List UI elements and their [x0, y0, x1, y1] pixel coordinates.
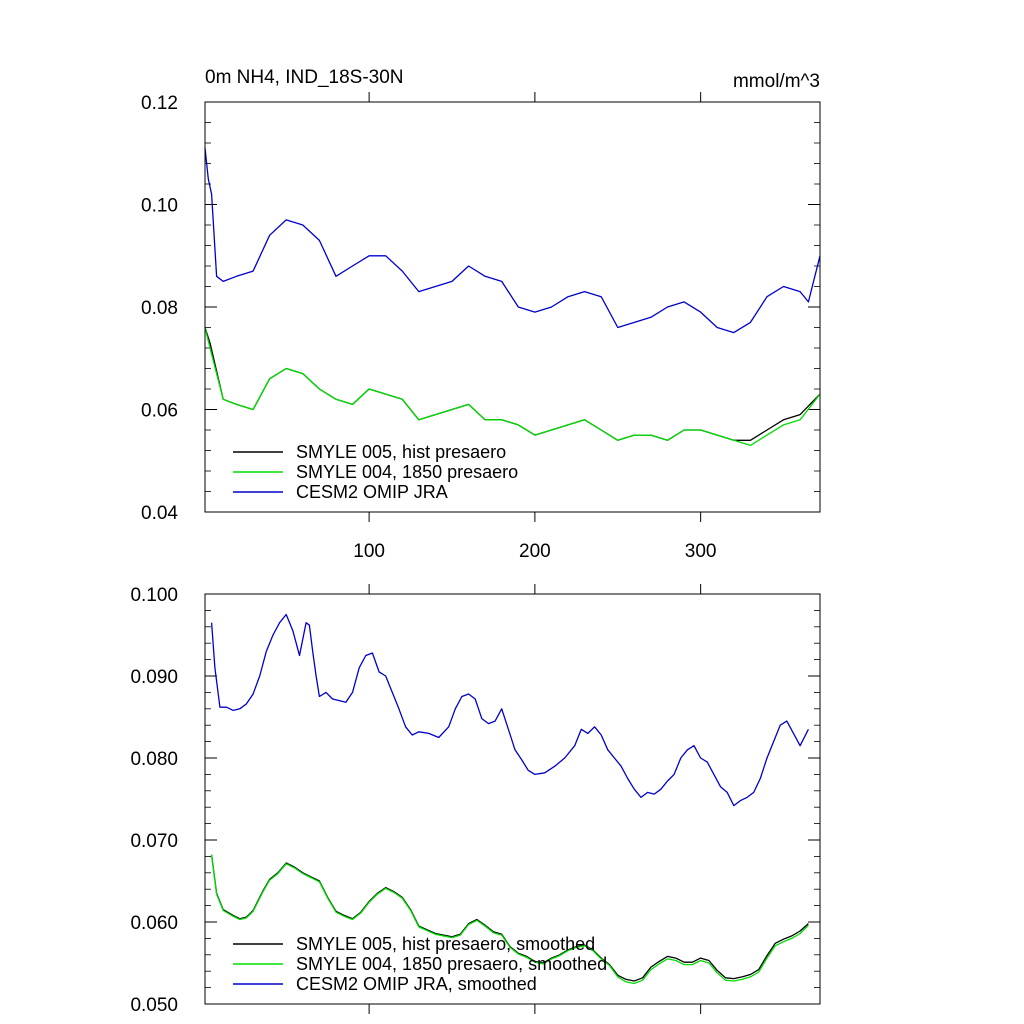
- top-ytick-label: 0.04: [141, 503, 178, 524]
- top-panel-units: mmol/m^3: [733, 71, 820, 92]
- bottom-panel-legend: SMYLE 005, hist presaero, smoothed SMYLE…: [233, 934, 607, 994]
- top-panel-legend: SMYLE 005, hist presaero SMYLE 004, 1850…: [233, 442, 518, 502]
- top-panel-frame: [204, 101, 821, 513]
- legend-label-smyle004: SMYLE 004, 1850 presaero: [296, 462, 518, 482]
- legend-label-smyle004-smoothed: SMYLE 004, 1850 presaero, smoothed: [296, 954, 607, 974]
- bottom-series-cesm2-omip-jra-smoothed: [210, 613, 809, 807]
- top-panel-title: 0m NH4, IND_18S-30N: [205, 67, 404, 88]
- top-xtick-label: 100: [353, 541, 385, 562]
- top-ytick-label: 0.08: [141, 298, 178, 319]
- top-ytick-label: 0.12: [141, 93, 178, 114]
- legend-label-cesm2: CESM2 OMIP JRA: [296, 482, 448, 502]
- bottom-series-smyle-004-1850-presaero-smoothed: [210, 854, 809, 985]
- bottom-panel-series: [210, 613, 809, 985]
- top-xtick-label: 300: [685, 541, 717, 562]
- bottom-panel-ticks: 0.050 0.060 0.070 0.080 0.090 0.100: [130, 584, 820, 1016]
- bottom-ytick-label: 0.050: [130, 995, 178, 1016]
- top-ytick-label: 0.10: [141, 196, 178, 217]
- top-ytick-label: 0.06: [141, 401, 178, 422]
- legend-label-smyle005: SMYLE 005, hist presaero: [296, 442, 506, 462]
- top-panel: 0m NH4, IND_18S-30N mmol/m^3 0.04 0.06 0.0…: [141, 67, 821, 562]
- bottom-ytick-label: 0.090: [130, 667, 178, 688]
- bottom-panel: 0.050 0.060 0.070 0.080 0.090 0.100 SMYLE 005…: [130, 584, 821, 1016]
- top-series-cesm2-omip-jra: [204, 148, 821, 334]
- top-series-smyle-004-1850-presaero: [204, 327, 821, 447]
- top-panel-series: [204, 148, 821, 447]
- bottom-ytick-label: 0.080: [130, 749, 178, 770]
- bottom-ytick-label: 0.070: [130, 831, 178, 852]
- legend-label-smyle005-smoothed: SMYLE 005, hist presaero, smoothed: [296, 934, 595, 954]
- bottom-ytick-label: 0.060: [130, 913, 178, 934]
- bottom-ytick-label: 0.100: [130, 585, 178, 606]
- top-xtick-label: 200: [519, 541, 551, 562]
- legend-label-cesm2-smoothed: CESM2 OMIP JRA, smoothed: [296, 974, 537, 994]
- bottom-panel-frame: [204, 593, 821, 1005]
